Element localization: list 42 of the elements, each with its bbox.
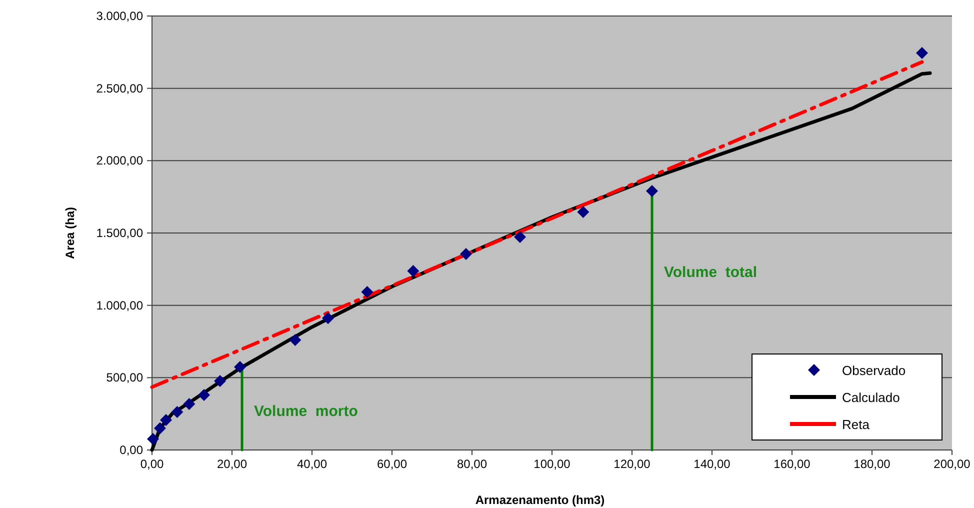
- x-tick-label: 140,00: [694, 457, 731, 471]
- point: [322, 312, 334, 324]
- point: [214, 374, 226, 387]
- point: [916, 47, 928, 60]
- x-tick-label: 120,00: [614, 457, 651, 471]
- point: [198, 389, 210, 402]
- x-tick-label: 100,00: [534, 457, 571, 471]
- y-tick-label: 1.500,00: [96, 226, 144, 240]
- point: [460, 248, 472, 260]
- annotation: Volume total: [664, 264, 758, 282]
- point: [361, 286, 374, 298]
- point: [407, 265, 420, 278]
- point: [646, 185, 658, 198]
- x-axis-title: Armazenamento (hm3): [475, 493, 605, 507]
- point: [514, 231, 526, 244]
- annotation: Volume morto: [254, 403, 358, 420]
- point: [154, 422, 166, 434]
- y-tick-label: 2.500,00: [96, 81, 144, 96]
- legend-label: Calculado: [842, 390, 900, 405]
- x-tick-label: 40,00: [296, 457, 328, 471]
- x-tick-label: 200,00: [934, 457, 971, 471]
- y-tick-label: 500,00: [106, 370, 144, 385]
- y-axis-title: Area (ha): [63, 206, 77, 260]
- x-tick-label: 0,00: [140, 457, 164, 471]
- y-tick-label: 1.000,00: [96, 298, 144, 312]
- y-tick-label: 0,00: [120, 443, 144, 457]
- y-tick-label: 3.000,00: [96, 9, 144, 23]
- x-tick-label: 80,00: [456, 457, 488, 471]
- point: [289, 334, 302, 346]
- point: [171, 406, 184, 418]
- legend-label: Reta: [842, 417, 870, 432]
- x-tick-label: 160,00: [774, 457, 811, 471]
- x-tick-label: 20,00: [216, 457, 248, 471]
- point: [147, 433, 159, 446]
- point: [183, 398, 196, 410]
- point: [577, 206, 590, 218]
- x-tick-label: 180,00: [854, 457, 891, 471]
- y-tick-label: 2.000,00: [96, 154, 144, 168]
- point: [160, 414, 172, 426]
- point: [234, 360, 246, 373]
- legend-label: Observado: [842, 363, 906, 378]
- x-tick-label: 60,00: [376, 457, 408, 471]
